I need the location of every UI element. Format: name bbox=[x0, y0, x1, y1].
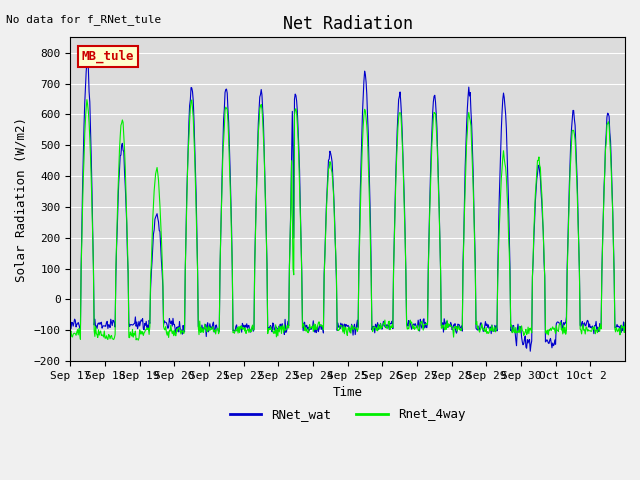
X-axis label: Time: Time bbox=[333, 386, 363, 399]
Rnet_4way bbox=[235, 324, 243, 330]
Rnet_4way bbox=[132, 337, 140, 343]
Y-axis label: Solar Radiation (W/m2): Solar Radiation (W/m2) bbox=[15, 117, 28, 282]
RNet_wat bbox=[262, 198, 269, 204]
RNet_wat bbox=[527, 348, 534, 354]
Rnet_4way bbox=[284, 323, 291, 328]
Rnet_4way bbox=[262, 233, 270, 239]
Rnet_4way bbox=[621, 320, 629, 325]
Rnet_4way bbox=[83, 97, 91, 103]
Rnet_4way bbox=[438, 325, 445, 331]
Legend: RNet_wat, Rnet_4way: RNet_wat, Rnet_4way bbox=[225, 403, 470, 426]
Rnet_4way bbox=[134, 337, 142, 343]
Line: Rnet_4way: Rnet_4way bbox=[70, 100, 625, 340]
Text: No data for f_RNet_tule: No data for f_RNet_tule bbox=[6, 14, 162, 25]
Rnet_4way bbox=[67, 329, 74, 335]
RNet_wat bbox=[67, 320, 74, 325]
RNet_wat bbox=[436, 268, 444, 274]
Text: MB_tule: MB_tule bbox=[81, 50, 134, 63]
Line: RNet_wat: RNet_wat bbox=[70, 62, 625, 351]
RNet_wat bbox=[234, 326, 242, 332]
RNet_wat bbox=[621, 324, 629, 329]
Rnet_4way bbox=[406, 317, 414, 323]
RNet_wat bbox=[132, 324, 140, 329]
RNet_wat bbox=[83, 59, 91, 65]
Title: Net Radiation: Net Radiation bbox=[283, 15, 413, 33]
RNet_wat bbox=[406, 320, 413, 326]
RNet_wat bbox=[283, 329, 291, 335]
